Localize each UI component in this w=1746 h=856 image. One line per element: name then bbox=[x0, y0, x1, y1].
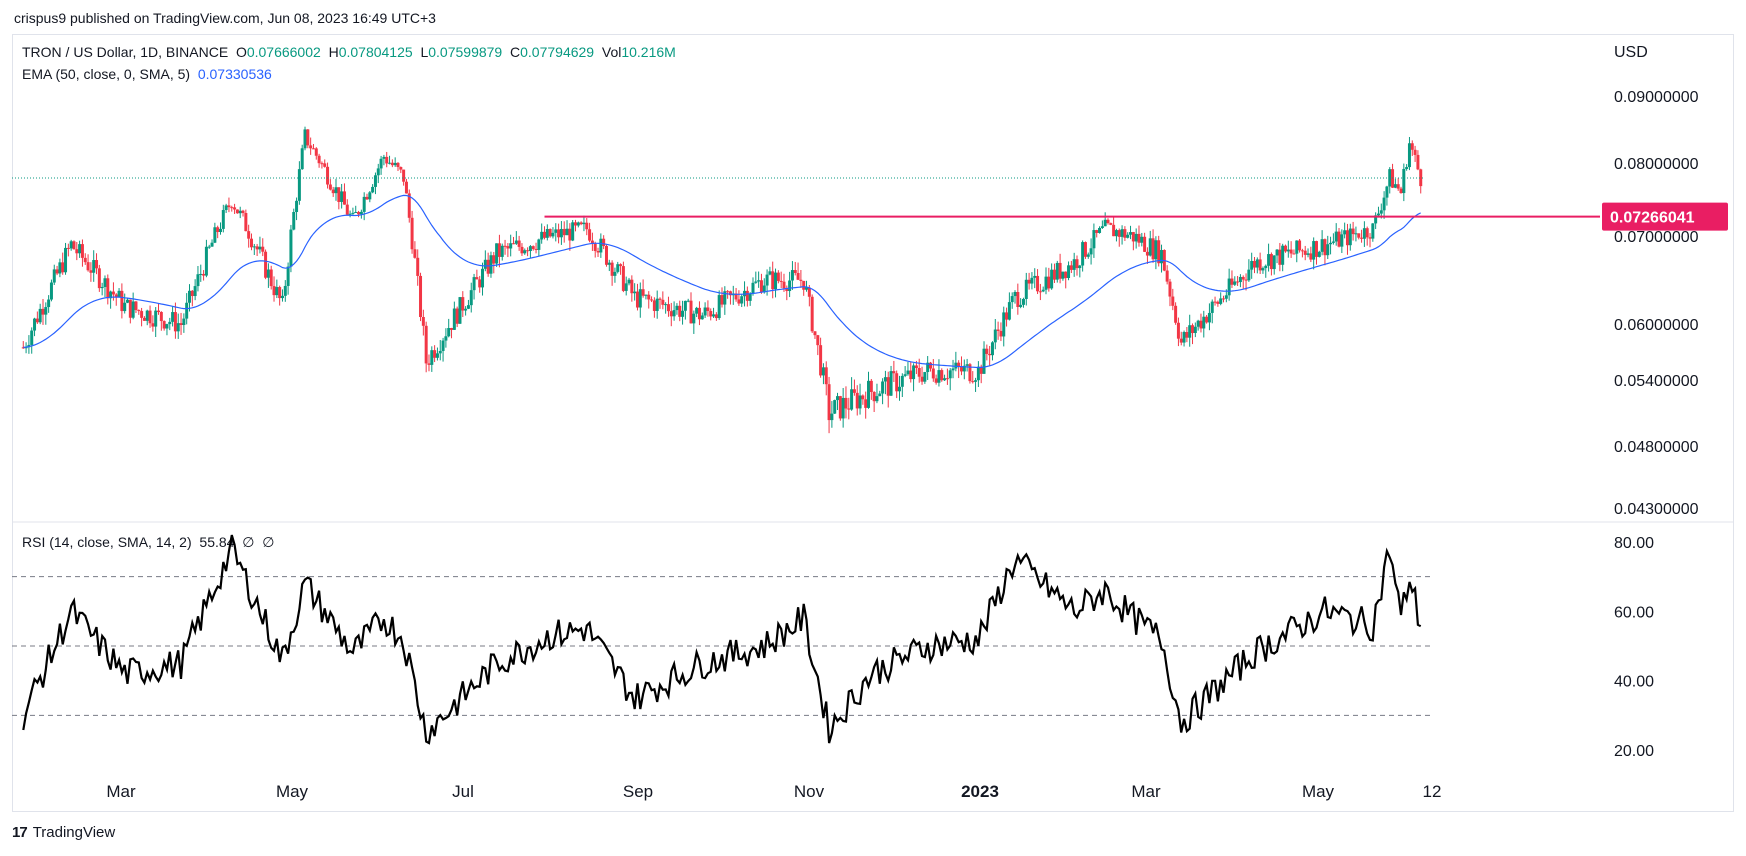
low-value: 0.07599879 bbox=[428, 44, 503, 60]
footer-brand[interactable]: 17 TradingView bbox=[12, 824, 115, 841]
rsi-label: RSI (14, close, SMA, 14, 2) bbox=[22, 534, 192, 550]
close-label: C bbox=[510, 44, 521, 60]
ema-legend[interactable]: EMA (50, close, 0, SMA, 5) 0.07330536 bbox=[22, 66, 272, 82]
low-label: L bbox=[420, 44, 429, 60]
tradingview-logo-icon: 17 bbox=[12, 824, 28, 841]
rsi-legend[interactable]: RSI (14, close, SMA, 14, 2) 55.84 ∅ ∅ bbox=[22, 534, 274, 551]
ema-label: EMA (50, close, 0, SMA, 5) bbox=[22, 66, 191, 82]
ema-value: 0.07330536 bbox=[197, 66, 272, 82]
rsi-extra-2: ∅ bbox=[262, 534, 275, 550]
chart-frame bbox=[12, 34, 1734, 812]
rsi-value: 55.84 bbox=[199, 534, 235, 550]
symbol-legend: TRON / US Dollar, 1D, BINANCE O0.0766600… bbox=[22, 44, 676, 60]
tradingview-brand: TradingView bbox=[32, 824, 116, 841]
volume-value: 10.216M bbox=[621, 44, 676, 60]
close-value: 0.07794629 bbox=[520, 44, 595, 60]
rsi-extra-1: ∅ bbox=[242, 534, 255, 550]
high-value: 0.07804125 bbox=[338, 44, 413, 60]
currency-label[interactable]: USD bbox=[1614, 44, 1648, 61]
publisher-line: crispus9 published on TradingView.com, J… bbox=[14, 10, 436, 26]
symbol-name[interactable]: TRON / US Dollar, 1D, BINANCE bbox=[22, 44, 229, 60]
volume-label: Vol bbox=[601, 44, 622, 60]
open-value: 0.07666002 bbox=[246, 44, 321, 60]
high-label: H bbox=[328, 44, 339, 60]
open-label: O bbox=[235, 44, 247, 60]
